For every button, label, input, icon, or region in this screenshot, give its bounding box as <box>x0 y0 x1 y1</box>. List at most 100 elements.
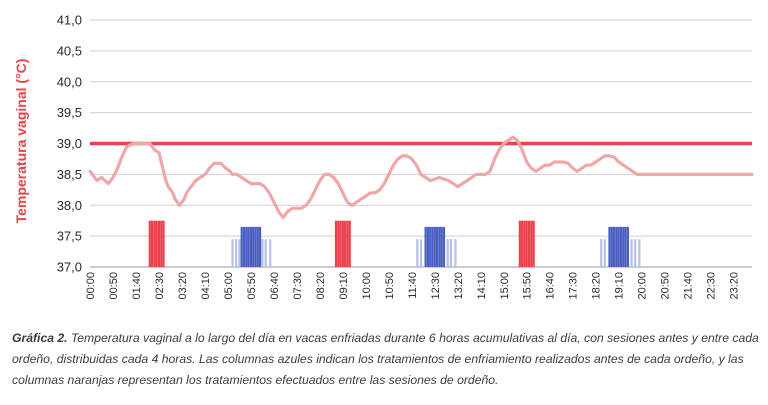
y-tick-label: 37,5 <box>57 229 82 244</box>
x-tick-label: 10:00 <box>361 272 373 300</box>
cooling-bar <box>527 220 531 267</box>
cooling-bar <box>610 226 613 267</box>
cooling-bar <box>242 226 246 267</box>
x-tick-label: 23:20 <box>729 272 741 300</box>
cooling-bar <box>429 226 432 267</box>
x-tick-label: 14:10 <box>476 272 488 300</box>
cooling-bar <box>249 226 253 267</box>
x-tick-label: 10:50 <box>384 272 396 300</box>
cooling-bar <box>438 226 441 267</box>
figure-caption: Gráfica 2. Temperatura vaginal a lo larg… <box>12 328 762 391</box>
y-tick-label: 39,0 <box>57 136 82 151</box>
x-tick-label: 15:00 <box>499 272 511 300</box>
cooling-bar <box>603 239 606 267</box>
temperature-chart: 37,0 37,5 38,0 38,5 39,0 39,5 40,0 40,5 41,0 00:… <box>13 13 754 300</box>
cooling-bar <box>157 220 161 267</box>
cooling-bar <box>431 226 434 267</box>
cooling-bar <box>348 220 351 267</box>
cooling-bar <box>419 239 423 267</box>
cooling-bar <box>150 220 154 267</box>
y-tick-label: 38,0 <box>57 198 82 213</box>
y-axis-ticks: 37,0 37,5 38,0 38,5 39,0 39,5 40,0 40,5 41,0 <box>57 13 82 275</box>
cooling-bar <box>630 239 633 267</box>
cooling-bar <box>341 220 344 267</box>
cooling-bar <box>624 226 627 267</box>
x-tick-label: 12:30 <box>430 272 442 300</box>
cooling-bar <box>440 226 443 267</box>
x-tick-label: 20:50 <box>660 272 672 300</box>
x-tick-label: 04:10 <box>200 272 212 300</box>
cooling-bar <box>261 239 264 267</box>
cooling-bar <box>442 226 446 267</box>
x-tick-label: 08:20 <box>315 272 327 300</box>
cooling-bar <box>148 220 151 267</box>
x-tick-label: 21:40 <box>683 272 695 300</box>
cooling-bar <box>247 226 250 267</box>
cooling-bar <box>608 226 611 267</box>
cooling-bar <box>600 239 603 267</box>
cooling-bar <box>337 220 340 267</box>
x-tick-label: 07:30 <box>292 272 304 300</box>
cooling-bar <box>162 220 165 267</box>
cooling-bar <box>155 220 158 267</box>
cooling-bar <box>454 239 457 267</box>
cooling-bar <box>638 239 641 267</box>
cooling-bar <box>424 226 427 267</box>
x-tick-label: 00:50 <box>108 272 120 300</box>
cooling-bar <box>612 226 616 267</box>
cooling-bar <box>153 220 156 267</box>
cooling-bar <box>258 226 262 267</box>
cooling-bar <box>435 226 439 267</box>
x-tick-label: 15:50 <box>522 272 534 300</box>
cooling-bar <box>235 239 238 267</box>
x-tick-label: 18:20 <box>591 272 603 300</box>
x-tick-label: 11:40 <box>407 272 419 299</box>
x-tick-label: 05:50 <box>246 272 258 300</box>
cooling-bar <box>449 239 452 267</box>
x-axis-ticks: 00:00 00:50 01:40 02:30 03:20 04:10 05:00 05:50… <box>85 272 741 300</box>
y-tick-label: 38,5 <box>57 167 82 182</box>
cooling-bar <box>530 220 533 267</box>
x-tick-label: 13:20 <box>453 272 465 300</box>
cooling-bar <box>254 226 257 267</box>
x-tick-label: 19:10 <box>614 272 626 300</box>
cooling-bar <box>626 226 629 267</box>
cooling-bar <box>525 220 528 267</box>
cooling-bar <box>446 239 449 267</box>
cooling-bar <box>615 226 618 267</box>
x-tick-label: 03:20 <box>177 272 189 300</box>
cooling-bar <box>634 239 637 267</box>
cooling-bar <box>346 220 349 267</box>
x-tick-label: 20:00 <box>637 272 649 300</box>
x-tick-label: 00:00 <box>85 272 97 300</box>
x-tick-label: 22:30 <box>706 272 718 300</box>
temperature-series-line <box>88 135 754 220</box>
cooling-bar <box>344 220 347 267</box>
cooling-bar <box>619 226 623 267</box>
cooling-bar <box>532 220 535 267</box>
cooling-bar <box>252 226 255 267</box>
cooling-bars <box>148 220 641 267</box>
cooling-bar <box>160 220 163 267</box>
cooling-bar <box>518 220 521 267</box>
cooling-bar <box>269 239 272 267</box>
cooling-bar <box>426 226 429 267</box>
cooling-bar <box>240 226 243 267</box>
x-tick-label: 02:30 <box>154 272 166 300</box>
x-tick-label: 05:00 <box>223 272 235 300</box>
y-tick-label: 37,0 <box>57 260 82 275</box>
y-tick-label: 40,5 <box>57 43 82 58</box>
cooling-bar <box>238 239 241 267</box>
cooling-bar <box>231 239 234 267</box>
x-tick-label: 17:30 <box>568 272 580 300</box>
cooling-bar <box>622 226 625 267</box>
x-tick-label: 01:40 <box>131 272 143 300</box>
x-tick-label: 16:40 <box>545 272 557 300</box>
cooling-bar <box>339 220 342 267</box>
caption-lead: Gráfica 2. <box>12 331 68 345</box>
caption-text: Temperatura vaginal a lo largo del día e… <box>12 331 759 387</box>
cooling-bar <box>264 239 267 267</box>
x-tick-label: 09:10 <box>338 272 350 300</box>
y-tick-label: 40,0 <box>57 74 82 89</box>
x-tick-label: 06:40 <box>269 272 281 300</box>
